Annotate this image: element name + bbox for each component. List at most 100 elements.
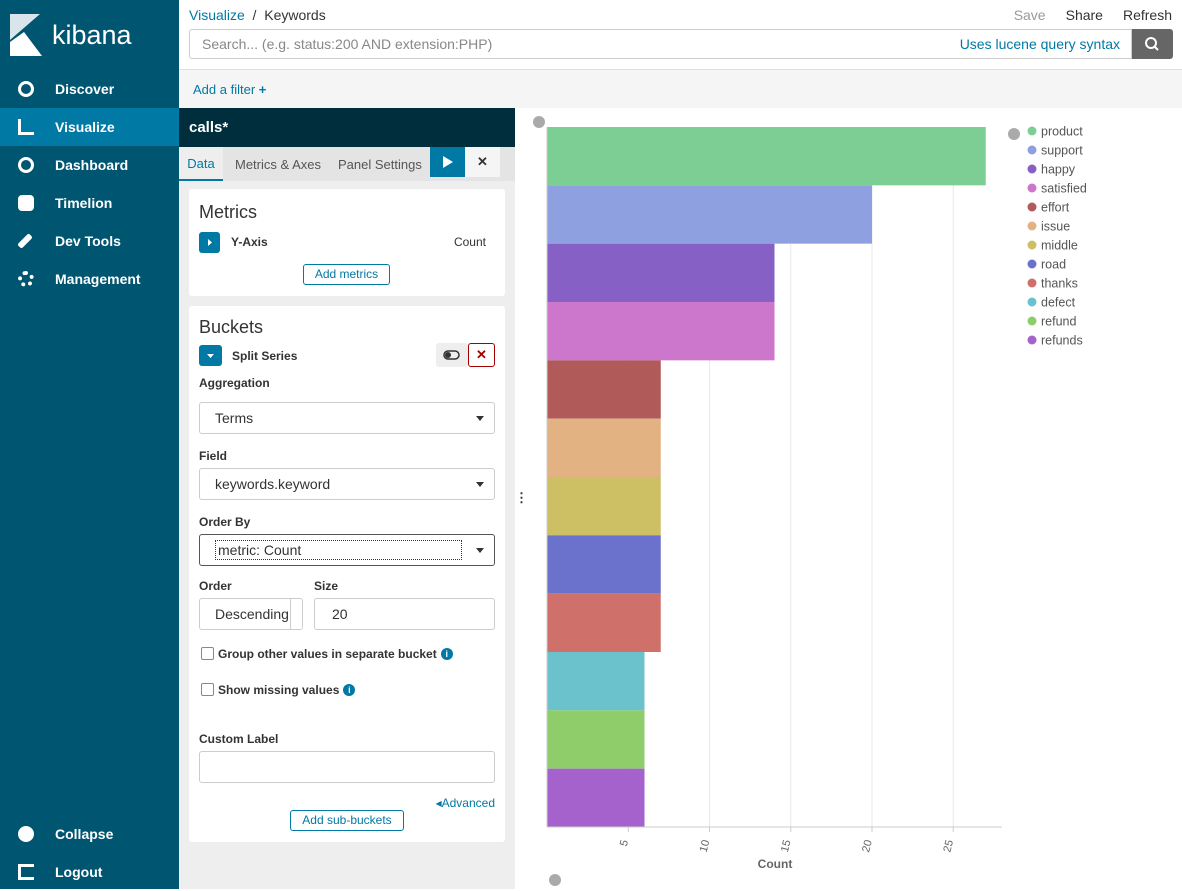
- breadcrumb[interactable]: Visualize: [189, 7, 245, 23]
- discard-button[interactable]: ✕: [465, 147, 500, 177]
- select-value: Descending: [215, 606, 289, 622]
- advanced-text: Advanced: [441, 796, 495, 810]
- legend-swatch: [1027, 164, 1037, 174]
- nav-item[interactable]: Dashboard: [0, 146, 179, 184]
- axis-title: Count: [758, 857, 793, 871]
- actions: Save Share Refresh: [1014, 7, 1172, 23]
- bar: [547, 185, 872, 244]
- custom-label-input[interactable]: [199, 751, 495, 783]
- legend-label[interactable]: defect: [1041, 296, 1076, 310]
- legend-label[interactable]: middle: [1041, 239, 1078, 253]
- resize-handle[interactable]: ⋮: [515, 108, 528, 889]
- buckets-card: Buckets Split Series ✕ Aggregation Terms…: [189, 306, 505, 842]
- input-value: 20: [332, 606, 348, 622]
- x-tick-label: 10: [698, 839, 713, 854]
- tab[interactable]: Panel Settings: [338, 157, 422, 172]
- checkbox-text: Show missing values: [218, 683, 340, 697]
- legend-swatch: [1027, 126, 1037, 136]
- query-syntax-link[interactable]: Uses lucene query syntax: [959, 36, 1120, 52]
- select-value: keywords.keyword: [215, 476, 331, 492]
- x-tick-label: 25: [941, 839, 956, 854]
- legend-label[interactable]: product: [1041, 125, 1083, 139]
- expand-toggle[interactable]: [199, 232, 220, 253]
- aggregation-select[interactable]: Terms: [199, 402, 495, 434]
- legend-label[interactable]: support: [1041, 144, 1083, 158]
- legend-swatch: [1027, 145, 1037, 155]
- index-title: calls*: [179, 108, 515, 147]
- field-label: Order By: [199, 515, 251, 529]
- bar: [547, 535, 661, 594]
- field-label: Field: [199, 449, 228, 463]
- apply-button[interactable]: [430, 147, 465, 177]
- legend-swatch: [1027, 183, 1037, 193]
- field-label: Size: [314, 579, 339, 593]
- search-input[interactable]: Search... (e.g. status:200 AND extension…: [189, 29, 1132, 59]
- advanced-link[interactable]: ◂Advanced: [435, 796, 495, 810]
- legend-label[interactable]: refunds: [1041, 334, 1083, 348]
- nav-label: Dashboard: [55, 157, 129, 173]
- field-label: Custom Label: [199, 732, 279, 746]
- nav-item[interactable]: Visualize: [0, 108, 179, 146]
- sidebar: kibana Discover Visualize Dashboard Time…: [0, 0, 179, 889]
- field-select[interactable]: keywords.keyword: [199, 468, 495, 500]
- legend-label[interactable]: issue: [1041, 220, 1070, 234]
- checkbox[interactable]: [201, 683, 214, 696]
- top-bar: Visualize / Keywords Save Share Refresh Se…: [179, 0, 1182, 108]
- legend-label[interactable]: effort: [1041, 201, 1070, 215]
- metrics-card: Metrics Y-Axis Count Add metrics: [189, 189, 505, 296]
- nav-item[interactable]: Collapse: [0, 815, 179, 853]
- nav-label: Visualize: [55, 119, 115, 135]
- share-button[interactable]: Share: [1065, 7, 1103, 23]
- legend-label[interactable]: road: [1041, 258, 1066, 272]
- checkbox-label: Group other values in separate bucket i: [218, 647, 453, 661]
- tab[interactable]: Data: [179, 147, 223, 181]
- nav-label: Dev Tools: [55, 233, 121, 249]
- add-filter-label: Add a filter: [193, 82, 256, 97]
- toggle-button[interactable]: [436, 343, 468, 367]
- filter-bar: Add a filter +: [179, 69, 1182, 108]
- add-sub-buckets-button[interactable]: Add sub-buckets: [290, 810, 404, 831]
- order-by-select[interactable]: metric: Count: [199, 534, 495, 566]
- legend-swatch: [1027, 335, 1037, 345]
- checkbox-text: Group other values in separate bucket: [218, 647, 437, 661]
- nav-label: Discover: [55, 81, 115, 97]
- collapse-toggle[interactable]: [199, 345, 222, 366]
- nav-item[interactable]: Dev Tools: [0, 222, 179, 260]
- editor: calls* Data Metrics & Axes Panel Setting…: [179, 108, 515, 889]
- x-tick-label: 5: [618, 839, 631, 848]
- bar: [547, 593, 661, 652]
- legend-swatch: [1027, 259, 1037, 269]
- refresh-button[interactable]: Refresh: [1122, 7, 1172, 23]
- checkbox[interactable]: [201, 647, 214, 660]
- bar: [547, 768, 645, 827]
- nav-item[interactable]: Timelion: [0, 184, 179, 222]
- legend-label[interactable]: refund: [1041, 315, 1076, 329]
- collapse-icon[interactable]: [533, 116, 545, 128]
- nav-item[interactable]: Logout: [0, 853, 179, 891]
- legend-label[interactable]: thanks: [1041, 277, 1078, 291]
- nav-label: Collapse: [55, 826, 114, 842]
- remove-button[interactable]: ✕: [468, 343, 495, 367]
- bar: [547, 127, 986, 186]
- expand-icon[interactable]: [549, 874, 561, 886]
- legend-label[interactable]: satisfied: [1041, 182, 1087, 196]
- legend-toggle[interactable]: [1008, 128, 1020, 140]
- x-tick-label: 15: [779, 839, 794, 854]
- metric-aggregation: Count: [453, 235, 486, 249]
- nav-label: Timelion: [55, 195, 113, 211]
- x-tick-label: 20: [860, 839, 875, 854]
- tab[interactable]: Metrics & Axes: [235, 157, 321, 172]
- logo: [10, 14, 42, 56]
- add-metrics-button[interactable]: Add metrics: [303, 264, 390, 285]
- save-button[interactable]: Save: [1013, 7, 1046, 23]
- search-button[interactable]: [1132, 29, 1173, 59]
- order-select[interactable]: Descending: [199, 598, 303, 630]
- legend-swatch: [1027, 240, 1037, 250]
- add-filter[interactable]: Add a filter +: [193, 82, 267, 97]
- nav-item[interactable]: Management: [0, 260, 179, 298]
- checkbox-label: Show missing values i: [218, 683, 356, 697]
- legend-label[interactable]: happy: [1041, 163, 1076, 177]
- size-input[interactable]: 20: [314, 598, 495, 630]
- nav-item[interactable]: Discover: [0, 70, 179, 108]
